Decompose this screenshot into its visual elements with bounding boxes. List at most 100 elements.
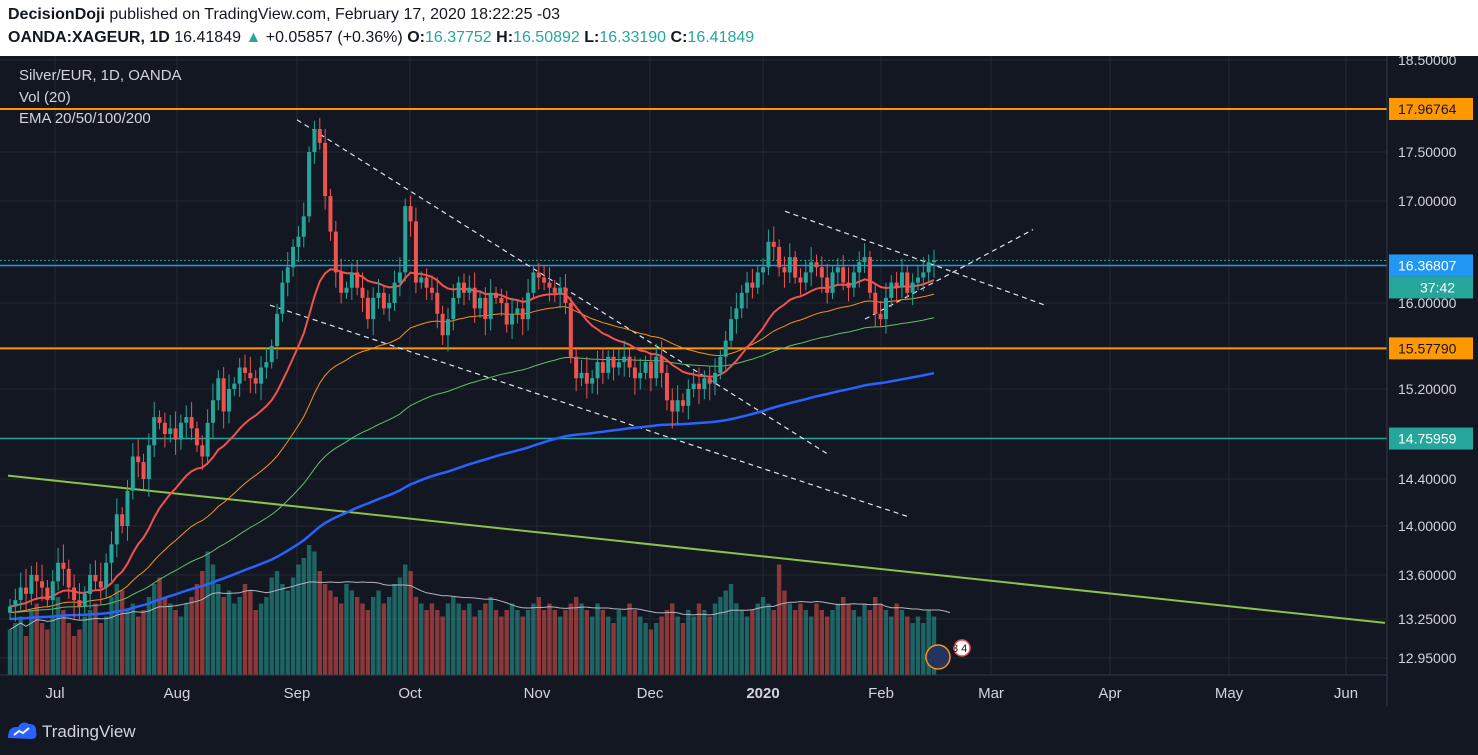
volume-bar <box>98 623 103 675</box>
legend-vol[interactable]: Vol (20) <box>19 89 71 106</box>
volume-bar <box>734 603 739 675</box>
candle-body <box>632 367 637 379</box>
ema-lines <box>9 268 935 621</box>
candle-body <box>130 456 135 491</box>
price-chart[interactable]: 18.50000 17.50000 17.00000 16.00000 15.20000… <box>0 56 1478 707</box>
candle-body <box>686 389 691 406</box>
candle-body <box>921 272 926 278</box>
volume-bar <box>269 577 274 675</box>
volume-bar <box>557 616 563 675</box>
candle-body <box>558 287 563 293</box>
candle-body <box>360 287 365 298</box>
candle-body <box>606 356 611 373</box>
volume-bar <box>168 603 173 675</box>
candle-body <box>376 292 381 298</box>
x-tick-label: May <box>1215 685 1244 702</box>
volume-bar <box>723 590 728 675</box>
close-label: C: <box>670 29 688 46</box>
candle-body <box>664 372 669 401</box>
candle-body <box>622 356 627 363</box>
volume-bar <box>536 597 541 675</box>
open-label: O: <box>407 29 425 46</box>
time-axis[interactable]: Jul Aug Sep Oct Nov Dec 2020 Feb Mar Apr May Jun <box>45 685 1358 702</box>
candle-body <box>595 362 600 379</box>
volume-bar <box>29 610 34 675</box>
volume-bar <box>915 616 921 675</box>
level-badge-label: 15.57790 <box>1398 340 1457 356</box>
y-tick-label: 18.50000 <box>1398 56 1457 68</box>
candle-body <box>194 428 199 446</box>
candle-body <box>638 372 643 379</box>
candle-body <box>381 292 386 309</box>
event-badge[interactable]: 3 4 <box>925 639 971 670</box>
y-tick-label: 17.00000 <box>1398 193 1457 209</box>
volume-bar <box>488 597 493 675</box>
candle-body <box>189 417 194 429</box>
candle-body <box>269 346 274 363</box>
candle-body <box>152 417 157 446</box>
candle-body <box>339 272 344 293</box>
volume-bar <box>349 590 355 675</box>
volume-ma-line <box>9 581 951 630</box>
volume-bar <box>253 610 258 675</box>
volume-bar <box>71 636 77 675</box>
volume-bar <box>755 603 760 675</box>
candle-body <box>814 262 819 268</box>
candle-body <box>328 196 333 232</box>
candle-body <box>809 262 814 273</box>
volume-bar <box>403 564 408 675</box>
long-trendline[interactable] <box>7 474 1386 624</box>
volume-bar <box>851 610 857 675</box>
volume-bar <box>798 603 803 675</box>
volume-bar <box>328 590 333 675</box>
candle-body <box>162 422 167 434</box>
candle-body <box>280 282 285 314</box>
price-axis[interactable]: 18.50000 17.50000 17.00000 16.00000 15.20000… <box>1398 56 1457 666</box>
volume-bar <box>819 610 825 675</box>
event-euro-icon[interactable] <box>925 644 951 670</box>
volume-bar <box>290 577 296 675</box>
volume-bar <box>483 603 488 675</box>
volume-bar <box>841 597 846 675</box>
author-name[interactable]: DecisionDoji <box>8 6 105 23</box>
volume-bar <box>285 590 290 675</box>
dashed-trendline[interactable] <box>296 119 829 455</box>
volume-bar <box>189 597 194 675</box>
volume-bar <box>424 610 429 675</box>
candle-body <box>510 313 515 325</box>
candle-body <box>344 287 349 293</box>
candle-body <box>232 383 237 389</box>
candle-body <box>184 417 189 423</box>
volume-bar <box>248 590 253 675</box>
publish-header: DecisionDoji published on TradingView.co… <box>0 0 1478 56</box>
volume-bar <box>280 584 285 675</box>
volume-bar <box>808 616 814 675</box>
dashed-trendline[interactable] <box>784 210 1046 306</box>
legend-ema[interactable]: EMA 20/50/100/200 <box>19 110 151 127</box>
candle-body <box>819 267 824 278</box>
candle-body <box>226 389 231 412</box>
dashed-trendline[interactable] <box>269 304 909 518</box>
candle-body <box>173 428 178 440</box>
candle-body <box>445 319 450 336</box>
candle-body <box>285 267 290 283</box>
volume-bar <box>531 603 536 675</box>
volume-bar <box>461 610 467 675</box>
legend-title[interactable]: Silver/EUR, 1D, OANDA <box>19 67 182 84</box>
dashed-trendline[interactable] <box>864 229 1034 320</box>
candle-body <box>146 445 151 479</box>
event-count-icon[interactable] <box>953 639 971 657</box>
candle-body <box>547 282 552 288</box>
candle-body <box>542 277 547 283</box>
volume-bar <box>216 584 221 675</box>
low-label: L: <box>584 29 600 46</box>
volume-bar <box>584 610 590 675</box>
level-badge-bg <box>1389 427 1473 450</box>
volume-bar <box>675 616 680 675</box>
tradingview-brand[interactable]: TradingView <box>42 722 136 741</box>
candle-body <box>771 241 776 247</box>
volume-bar <box>600 610 606 675</box>
volume-bar <box>376 590 381 675</box>
high-value: 16.50892 <box>513 29 580 46</box>
candle-body <box>846 282 851 288</box>
